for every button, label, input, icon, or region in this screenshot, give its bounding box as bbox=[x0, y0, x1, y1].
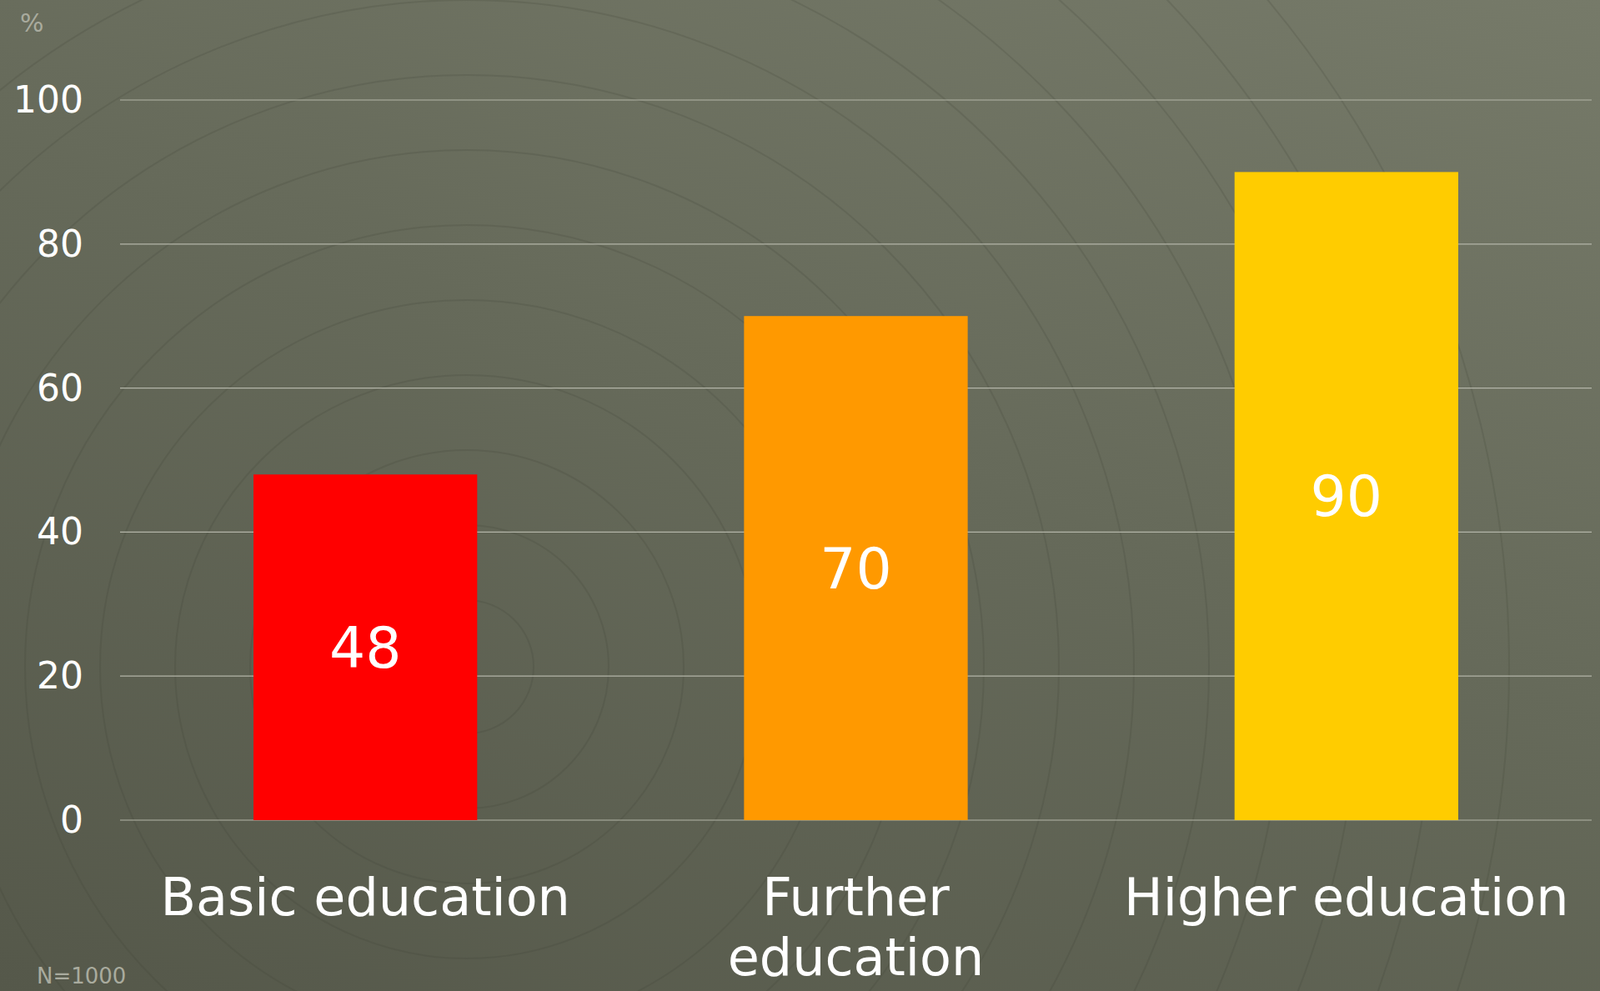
grid-line bbox=[120, 99, 1592, 101]
data-label: 48 bbox=[329, 615, 402, 682]
bar bbox=[743, 315, 968, 821]
decor-arc bbox=[0, 0, 1285, 991]
decor-arc bbox=[0, 0, 1209, 991]
decor-arc bbox=[0, 0, 1134, 991]
decor-arc bbox=[0, 0, 1360, 991]
bar bbox=[253, 474, 477, 821]
decor-arc bbox=[250, 450, 684, 884]
x-tick-label: Higher education bbox=[1123, 867, 1569, 928]
data-label: 70 bbox=[819, 536, 893, 602]
bar bbox=[1234, 171, 1459, 821]
y-tick-label: 60 bbox=[36, 366, 84, 410]
y-tick-label: 20 bbox=[36, 654, 84, 698]
decor-arc bbox=[0, 150, 984, 991]
y-tick-label: 40 bbox=[36, 510, 84, 553]
decor-arc bbox=[0, 0, 1435, 991]
x-tick-label-line: Further bbox=[762, 867, 950, 928]
decor-arc bbox=[0, 75, 1059, 991]
note: N=1000 bbox=[36, 963, 126, 989]
x-tick-label-line: education bbox=[727, 927, 985, 989]
y-tick-label: 0 bbox=[60, 798, 84, 842]
x-tick-label: Furthereducation bbox=[727, 867, 985, 989]
y-tick-label: 80 bbox=[36, 222, 84, 266]
x-tick-label: Basic education bbox=[160, 867, 571, 928]
decor-arc bbox=[100, 300, 834, 991]
background-decoration bbox=[0, 0, 1510, 991]
chart: 0 20 40 60 80 100% 48 70 90 Basic education Furthe… bbox=[0, 0, 1600, 991]
y-axis-label: % bbox=[20, 8, 45, 38]
labels: 48 70 90 Basic education Furthereducation Hig… bbox=[160, 463, 1569, 989]
bars bbox=[253, 171, 1459, 821]
decor-arc bbox=[0, 0, 1510, 991]
y-tick-label: 100 bbox=[13, 78, 84, 121]
data-label: 90 bbox=[1310, 463, 1384, 530]
